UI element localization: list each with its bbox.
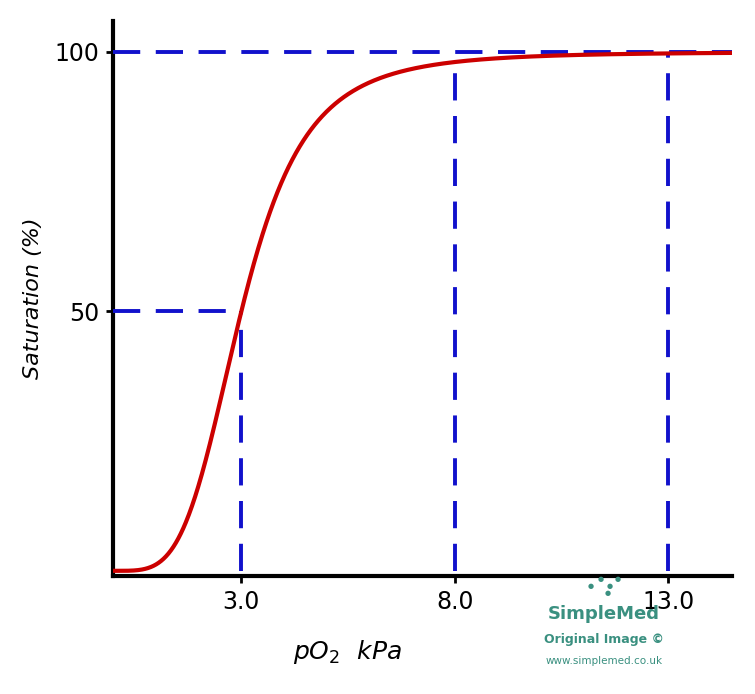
Text: ●: ●: [597, 576, 603, 582]
Text: SimpleMed: SimpleMed: [548, 605, 660, 623]
Text: www.simplemed.co.uk: www.simplemed.co.uk: [545, 656, 663, 666]
Y-axis label: Saturation (%): Saturation (%): [23, 218, 43, 379]
Text: ●: ●: [607, 583, 613, 589]
Text: Original Image ©: Original Image ©: [544, 634, 664, 646]
Text: pO$_2$  kPa: pO$_2$ kPa: [293, 638, 402, 666]
Text: ●: ●: [587, 583, 593, 589]
Text: ●: ●: [615, 576, 621, 582]
Text: ●: ●: [605, 590, 611, 595]
